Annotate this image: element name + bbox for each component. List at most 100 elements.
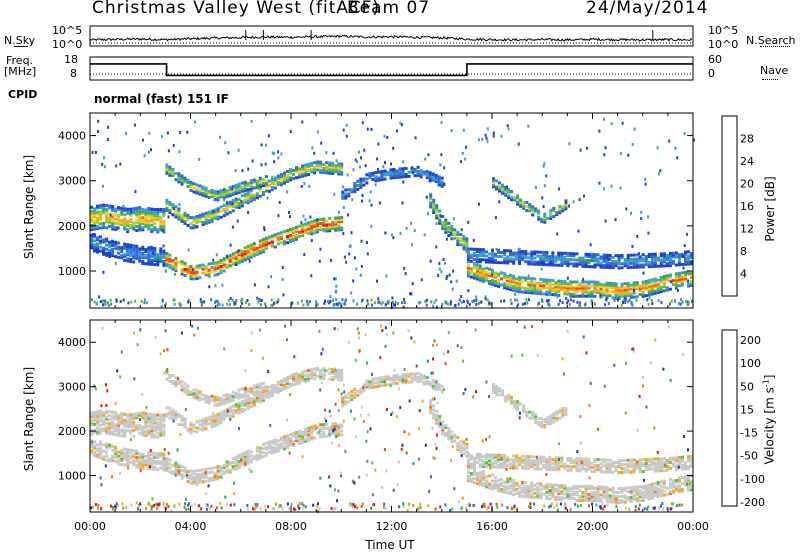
power-noise-cell bbox=[352, 168, 355, 172]
velocity-cell bbox=[204, 419, 208, 423]
velocity-cell bbox=[536, 467, 540, 471]
power-noise-cell bbox=[166, 131, 169, 135]
velocity-cell bbox=[614, 500, 618, 504]
power-cell bbox=[243, 186, 247, 190]
power-cell bbox=[102, 240, 106, 244]
velocity-cell bbox=[620, 486, 624, 490]
velocity-cell bbox=[114, 415, 118, 419]
velocity-cell bbox=[533, 455, 537, 459]
power-noise-cell bbox=[366, 252, 369, 256]
power-cell bbox=[237, 197, 241, 201]
velocity-cell bbox=[632, 466, 636, 470]
velocity-cell bbox=[472, 464, 476, 468]
power-cell bbox=[590, 259, 594, 263]
velocity-cell bbox=[301, 376, 305, 380]
power-cell bbox=[243, 258, 247, 262]
power-noise-cell bbox=[115, 164, 118, 168]
power-cell bbox=[563, 251, 567, 255]
velocity-cell bbox=[469, 480, 473, 483]
velocity-cell bbox=[554, 468, 558, 472]
power-cell bbox=[404, 175, 408, 178]
velocity-cell bbox=[310, 435, 314, 439]
velocity-band bbox=[492, 383, 568, 429]
velocity-cell bbox=[561, 410, 565, 414]
power-noise-cell bbox=[345, 123, 348, 127]
velocity-cell bbox=[546, 416, 550, 420]
power-cell bbox=[258, 184, 262, 188]
power-cell bbox=[593, 286, 597, 290]
velocity-cell bbox=[114, 423, 118, 427]
velocity-cell bbox=[141, 431, 145, 435]
power-noise-cell bbox=[572, 200, 575, 204]
velocity-cell bbox=[481, 484, 485, 488]
power-cell bbox=[509, 277, 513, 281]
power-cell bbox=[596, 291, 600, 294]
power-cell bbox=[255, 183, 259, 187]
power-cell bbox=[590, 280, 594, 284]
velocity-cell bbox=[626, 464, 630, 468]
power-cell bbox=[153, 214, 157, 218]
power-cell bbox=[392, 170, 396, 173]
velocity-cell bbox=[334, 432, 338, 435]
velocity-cell bbox=[270, 449, 274, 453]
velocity-cell bbox=[506, 456, 510, 460]
velocity-cell bbox=[246, 400, 250, 404]
power-cell bbox=[491, 279, 494, 282]
power-cell bbox=[542, 280, 546, 284]
velocity-cell bbox=[680, 475, 684, 479]
velocity-cell bbox=[533, 461, 537, 465]
power-noise-cell bbox=[164, 269, 167, 273]
velocity-cell bbox=[171, 408, 175, 412]
power-noise-cell bbox=[173, 207, 176, 211]
power-cell bbox=[605, 253, 609, 257]
power-cell bbox=[298, 167, 301, 171]
power-cell bbox=[159, 228, 163, 232]
power-cell bbox=[485, 266, 488, 270]
power-cell bbox=[132, 252, 136, 256]
velocity-cell bbox=[650, 457, 654, 461]
velocity-cell bbox=[337, 370, 341, 374]
velocity-cell bbox=[255, 447, 259, 451]
velocity-cell bbox=[243, 400, 247, 404]
velocity-cell bbox=[198, 480, 202, 484]
power-ground-cell bbox=[110, 302, 113, 306]
power-cell bbox=[626, 292, 630, 296]
power-cell bbox=[192, 269, 196, 273]
velocity-cell bbox=[234, 459, 238, 463]
power-cell bbox=[249, 189, 253, 193]
power-noise-cell bbox=[214, 284, 217, 288]
velocity-cell bbox=[539, 461, 543, 465]
velocity-cell bbox=[177, 473, 181, 477]
power-cell bbox=[135, 208, 139, 212]
power-cell bbox=[684, 274, 687, 278]
velocity-cell bbox=[629, 462, 633, 466]
power-cell bbox=[222, 196, 226, 200]
power-cell bbox=[497, 248, 500, 252]
power-noise-cell bbox=[302, 214, 305, 218]
power-cell bbox=[147, 207, 151, 210]
power-cell bbox=[228, 185, 232, 189]
power-cell bbox=[292, 239, 295, 242]
velocity-cell bbox=[298, 373, 301, 377]
power-cell bbox=[210, 190, 214, 194]
power-cell bbox=[560, 288, 564, 291]
power-cell bbox=[90, 246, 93, 250]
velocity-cell bbox=[313, 424, 317, 428]
power-cell bbox=[135, 248, 139, 252]
power-cell bbox=[569, 284, 573, 288]
power-cell bbox=[276, 242, 280, 246]
velocity-cell bbox=[491, 479, 494, 483]
power-cell bbox=[298, 171, 301, 175]
power-cell bbox=[307, 173, 311, 176]
velocity-cell bbox=[605, 470, 609, 474]
velocity-cell bbox=[404, 373, 408, 377]
power-cell bbox=[165, 171, 169, 175]
velocity-cell bbox=[177, 380, 181, 384]
power-cell bbox=[204, 217, 208, 221]
velocity-cell bbox=[295, 433, 298, 436]
power-cell bbox=[437, 179, 441, 183]
power-cell bbox=[279, 179, 283, 183]
velocity-cell bbox=[147, 432, 151, 436]
velocity-cell bbox=[153, 433, 157, 437]
power-cell bbox=[478, 266, 482, 270]
